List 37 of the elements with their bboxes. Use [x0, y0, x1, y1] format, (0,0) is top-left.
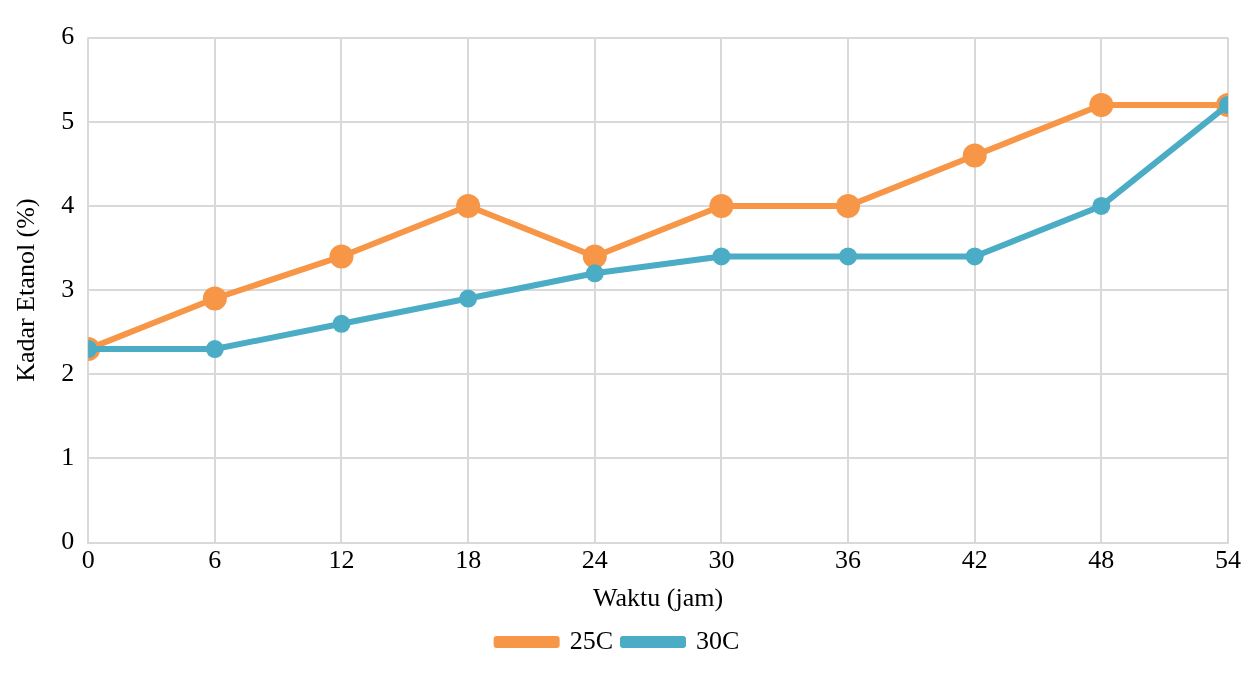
y-axis-title: Kadar Etanol (%) — [11, 198, 41, 382]
y-tick-label: 0 — [61, 526, 75, 556]
y-tick-label: 1 — [61, 442, 75, 472]
point — [205, 340, 224, 359]
point — [329, 244, 354, 269]
x-tick-label: 24 — [581, 545, 608, 575]
y-tick-label: 6 — [61, 21, 75, 51]
point — [459, 289, 478, 308]
x-tick-label: 30 — [708, 545, 735, 575]
point — [582, 244, 607, 269]
point — [962, 143, 987, 168]
legend-label: 30C — [696, 625, 740, 655]
point — [965, 247, 984, 266]
x-tick-label: 0 — [81, 545, 95, 575]
point — [712, 247, 731, 266]
y-tick-label: 2 — [61, 358, 75, 388]
point — [202, 286, 227, 311]
x-tick-label: 48 — [1088, 545, 1115, 575]
x-tick-label: 54 — [1215, 545, 1241, 575]
point — [1092, 196, 1111, 215]
point — [332, 314, 351, 333]
point — [1089, 92, 1114, 117]
y-tick-label: 3 — [61, 273, 75, 303]
x-axis-title: Waktu (jam) — [593, 583, 724, 613]
point — [456, 193, 481, 218]
x-tick-label: 18 — [455, 545, 482, 575]
y-tick-label: 4 — [61, 189, 75, 219]
point — [836, 193, 861, 218]
point — [585, 264, 604, 283]
x-tick-label: 36 — [835, 545, 862, 575]
x-tick-label: 6 — [208, 545, 222, 575]
y-tick-label: 5 — [61, 105, 75, 135]
x-tick-label: 12 — [328, 545, 355, 575]
point — [839, 247, 858, 266]
point — [709, 193, 734, 218]
legend-label: 25C — [569, 625, 613, 655]
x-tick-label: 42 — [961, 545, 988, 575]
